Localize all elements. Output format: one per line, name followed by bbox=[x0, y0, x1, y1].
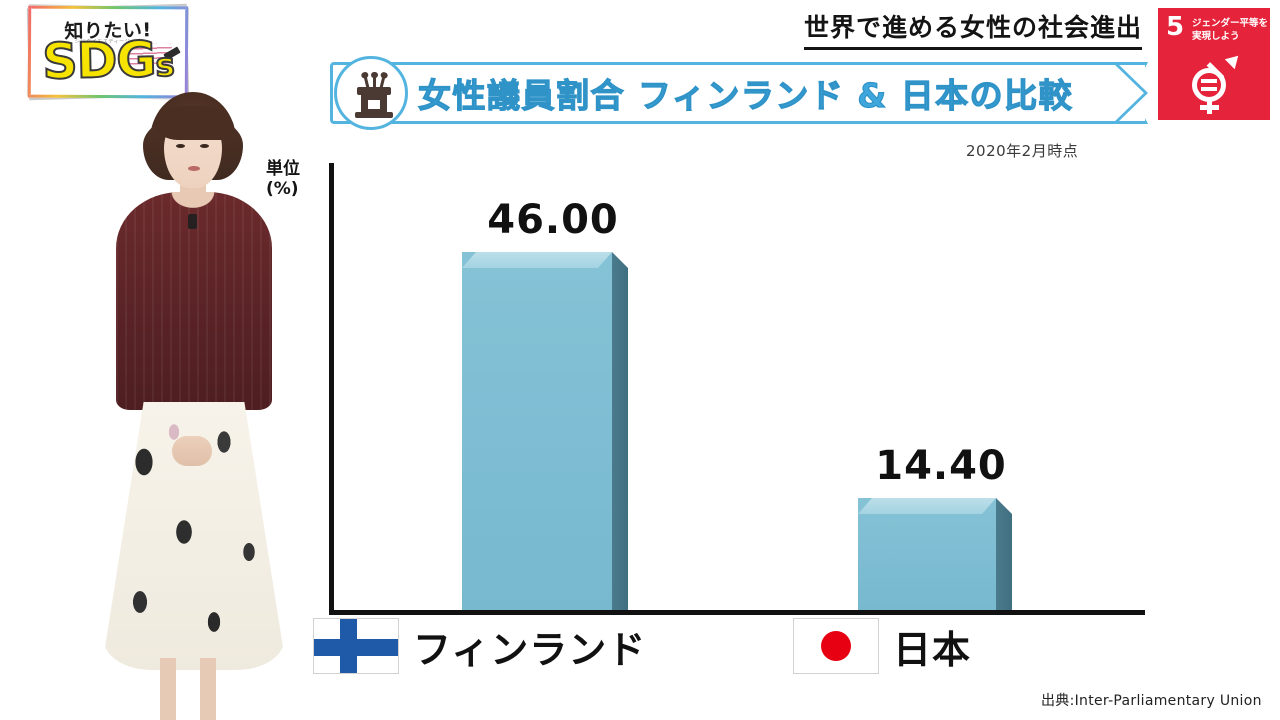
banner-title-text: 女性議員割合 フィンランド & 日本の比較 bbox=[417, 75, 1074, 115]
bar-finland bbox=[462, 252, 628, 610]
bar-japan-side bbox=[996, 498, 1012, 610]
header-topic-title: 世界で進める女性の社会進出 bbox=[803, 8, 1142, 50]
podium-top bbox=[357, 87, 391, 95]
bar-japan bbox=[858, 498, 1012, 610]
logo-sub-text: シリタイエスディージーズ bbox=[74, 39, 142, 45]
presenter-eye-left bbox=[176, 144, 185, 148]
sdg-goal-text: ジェンダー平等を 実現しよう bbox=[1192, 18, 1269, 42]
sdg-goal-number: 5 bbox=[1166, 12, 1185, 42]
presenter-leg-right bbox=[200, 658, 216, 720]
category-finland: フィンランド bbox=[313, 618, 646, 674]
presenter-bangs bbox=[156, 106, 234, 140]
banner-body bbox=[330, 62, 1120, 124]
podium-panel bbox=[366, 98, 382, 111]
equals-bar-top bbox=[1201, 79, 1217, 83]
equals-bar-bottom bbox=[1201, 87, 1217, 91]
bar-finland-face bbox=[462, 252, 612, 610]
bar-japan-top bbox=[858, 498, 996, 514]
japan-flag bbox=[793, 618, 879, 674]
program-logo: 知りたい! シリタイエスディージーズ SDGs bbox=[26, 3, 190, 101]
finland-flag bbox=[313, 618, 399, 674]
bar-finland-value: 46.00 bbox=[487, 197, 619, 243]
sdg-goal-5-badge: 5 ジェンダー平等を 実現しよう bbox=[1158, 8, 1270, 120]
x-axis-line bbox=[329, 610, 1145, 615]
category-japan: 日本 bbox=[793, 618, 971, 674]
bar-finland-top bbox=[462, 252, 612, 268]
gender-equality-icon bbox=[1184, 50, 1246, 114]
category-finland-label: フィンランド bbox=[413, 627, 647, 672]
finland-flag-vertical-band bbox=[340, 619, 357, 673]
chart-date-note: 2020年2月時点 bbox=[966, 142, 1079, 160]
presenter-mouth bbox=[188, 166, 200, 171]
japan-flag-sun-disc bbox=[821, 631, 851, 661]
presenter-microphone bbox=[188, 214, 197, 229]
bar-finland-side bbox=[612, 252, 628, 610]
presenter-eye-right bbox=[200, 144, 209, 148]
gender-symbol-ring bbox=[1192, 68, 1226, 102]
presenter-leg-left bbox=[160, 658, 176, 720]
chart-source-credit: 出典:Inter-Parliamentary Union bbox=[1041, 693, 1262, 709]
presenter-figure bbox=[96, 92, 288, 720]
y-axis-unit-line1: 単位 bbox=[266, 159, 300, 179]
presenter-hands bbox=[172, 436, 212, 466]
podium-icon bbox=[355, 72, 393, 119]
chart-title-banner: 女性議員割合 フィンランド & 日本の比較 bbox=[330, 56, 1148, 130]
banner-icon-circle bbox=[334, 56, 408, 130]
female-symbol-cross bbox=[1200, 105, 1219, 110]
category-japan-label: 日本 bbox=[893, 627, 972, 672]
y-axis-unit-label: 単位 (%) bbox=[266, 159, 300, 199]
podium-base bbox=[355, 112, 393, 118]
y-axis-unit-line2: (%) bbox=[266, 178, 299, 199]
podium-mic-center bbox=[371, 72, 377, 89]
presenter-collar bbox=[158, 192, 228, 218]
bar-japan-value: 14.40 bbox=[875, 443, 1007, 489]
y-axis-line bbox=[329, 163, 334, 615]
bar-japan-face bbox=[858, 498, 996, 610]
